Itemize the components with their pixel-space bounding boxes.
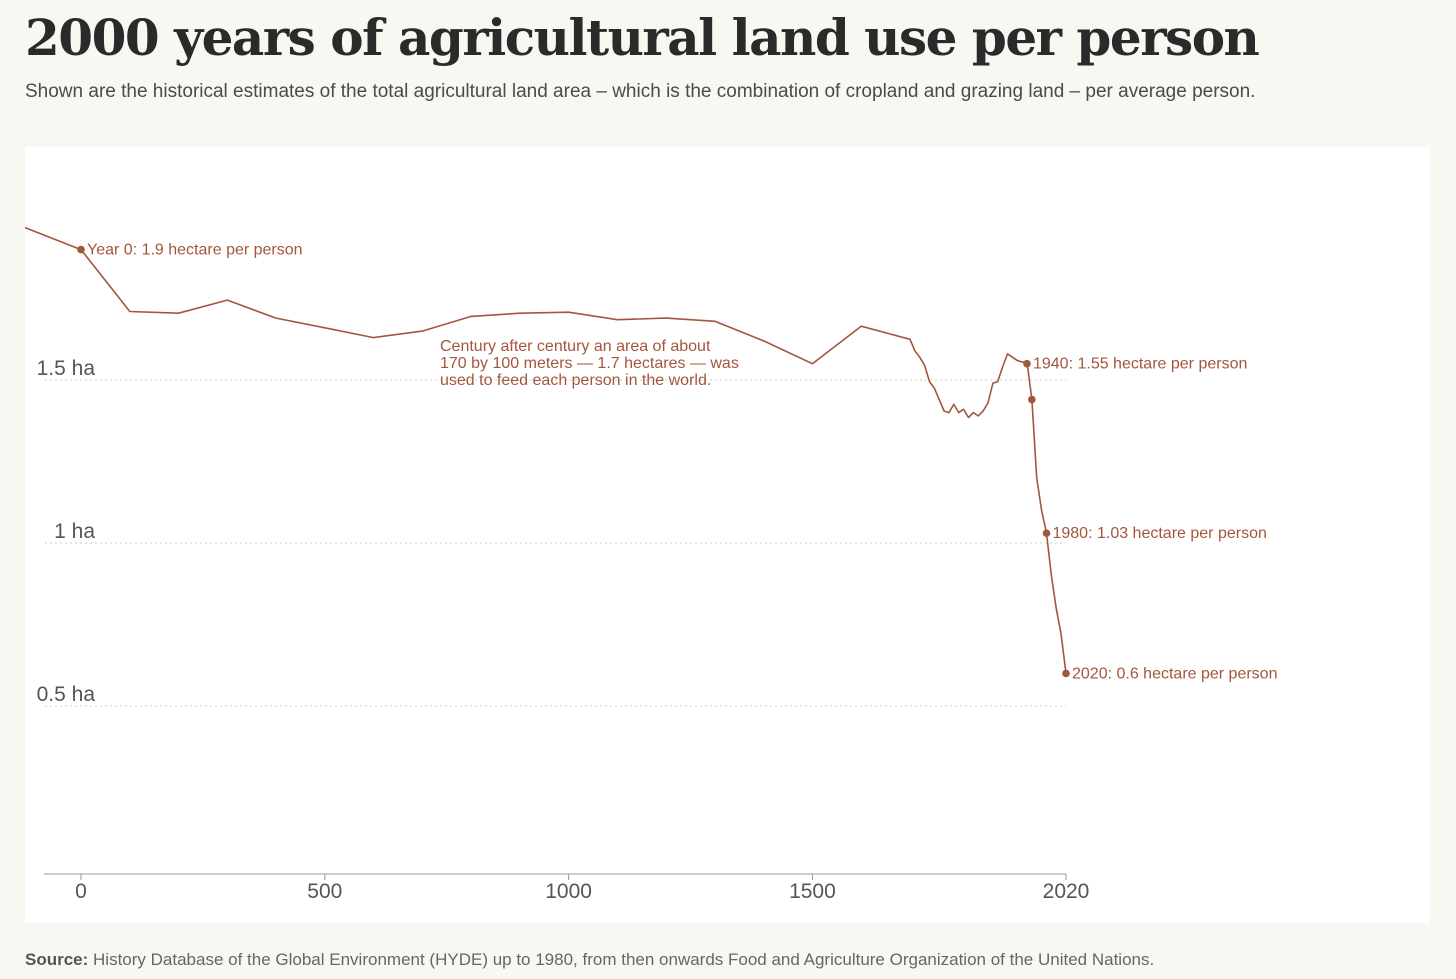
source-label: Source: [25,950,89,969]
y-tick-label: 1.5 ha [37,357,96,380]
highlight-point [1062,669,1070,678]
annotation-line: Century after century an area of about [440,338,711,355]
source-text: History Database of the Global Environme… [93,950,1155,969]
y-tick-label: 0.5 ha [37,683,96,706]
highlight-point [77,245,85,254]
x-tick-label: 1000 [545,880,592,903]
point-label: Year 0: 1.9 hectare per person [87,242,303,259]
point-label: 2020: 0.6 hectare per person [1072,665,1277,682]
highlight-point [1023,359,1031,368]
annotation-line: 170 by 100 meters — 1.7 hectares — was [440,355,739,372]
chart-panel: 0.5 ha 1 ha 1.5 ha 0 500 1000 1500 2020 Year 0… [25,147,1430,923]
highlight-point [1028,395,1036,404]
point-label: 1940: 1.55 hectare per person [1033,356,1247,373]
x-tick-label: 1500 [789,880,836,903]
series-line [25,226,1067,674]
chart-title: 2000 years of agricultural land use per … [25,8,1260,67]
series-layer [25,226,1067,674]
x-tick-label: 500 [307,880,342,903]
x-axis-labels: 0 500 1000 1500 2020 [75,880,1089,903]
highlight-point [1042,529,1051,538]
x-tick-label: 0 [75,880,87,903]
point-labels: Year 0: 1.9 hectare per person 1940: 1.55… [87,242,1277,683]
chart-subtitle: Shown are the historical estimates of th… [25,81,1256,102]
source-note: Source: History Database of the Global E… [25,950,1154,970]
x-axis [44,873,1067,880]
x-tick-label: 2020 [1043,880,1090,903]
line-chart: 0.5 ha 1 ha 1.5 ha 0 500 1000 1500 2020 Year 0… [25,226,1277,903]
y-axis-labels: 0.5 ha 1 ha 1.5 ha [37,357,96,706]
chart-annotation: Century after century an area of about 1… [440,338,743,389]
highlight-points [77,245,1070,678]
point-label: 1980: 1.03 hectare per person [1052,525,1266,542]
gridlines [45,379,1066,707]
annotation-line: used to feed each person in the world. [440,372,711,389]
y-tick-label: 1 ha [54,520,95,543]
